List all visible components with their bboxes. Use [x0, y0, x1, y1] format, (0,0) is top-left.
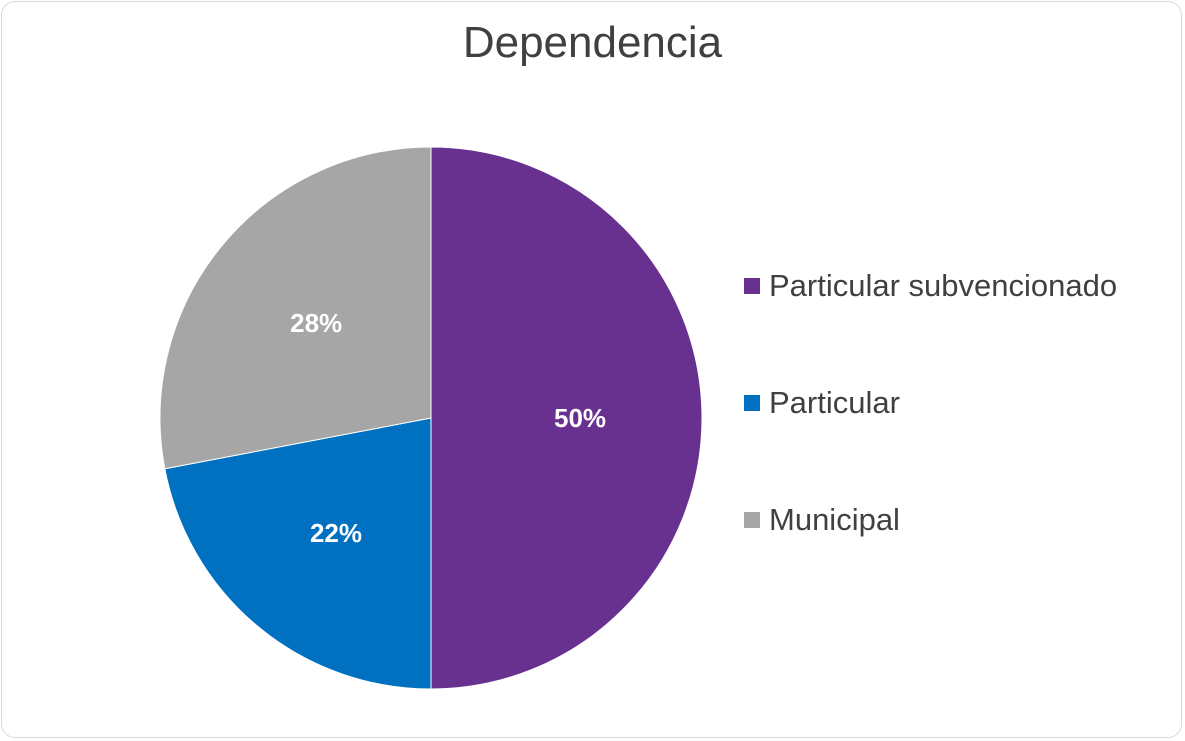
chart-title: Dependencia: [462, 18, 723, 67]
legend-swatch: [744, 395, 760, 411]
chart-legend: Particular subvencionado Particular Munici…: [744, 262, 1117, 613]
legend-label: Particular: [769, 385, 900, 420]
data-label-particular-subvencionado: 50%: [554, 403, 606, 433]
pie-slice-particular-subvencionado: [430, 146, 703, 690]
pie-slice-municipal: [159, 146, 432, 470]
legend-swatch: [744, 512, 760, 528]
pie-slice-particular: [164, 417, 432, 690]
legend-item: Municipal: [744, 496, 1117, 544]
legend-label: Municipal: [769, 502, 900, 537]
legend-item: Particular subvencionado: [744, 262, 1117, 310]
pie-data-labels: 50% 22% 28%: [290, 308, 606, 548]
legend-item: Particular: [744, 379, 1117, 427]
data-label-municipal: 28%: [290, 308, 342, 338]
legend-swatch: [744, 278, 760, 294]
pie-slices: [159, 146, 703, 690]
data-label-particular: 22%: [310, 518, 362, 548]
legend-label: Particular subvencionado: [769, 268, 1118, 303]
